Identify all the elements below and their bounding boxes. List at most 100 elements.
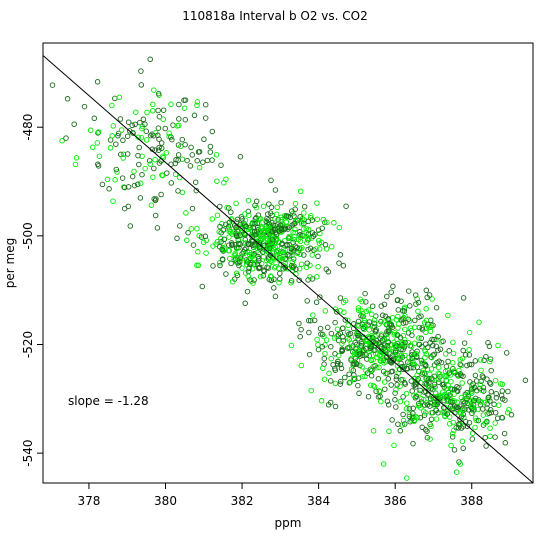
data-point bbox=[237, 221, 243, 228]
data-point bbox=[386, 428, 392, 435]
data-point bbox=[482, 420, 488, 426]
data-point bbox=[403, 390, 410, 397]
data-point bbox=[246, 241, 252, 248]
data-point bbox=[200, 159, 206, 165]
data-point bbox=[439, 409, 446, 416]
data-point bbox=[166, 130, 172, 137]
data-point bbox=[310, 312, 316, 318]
data-point bbox=[297, 188, 304, 195]
data-point bbox=[423, 287, 430, 294]
data-point bbox=[201, 136, 207, 143]
data-point bbox=[446, 421, 453, 427]
data-point bbox=[441, 373, 448, 379]
data-point bbox=[420, 359, 426, 365]
data-point bbox=[268, 177, 274, 184]
data-point bbox=[321, 376, 328, 382]
data-point bbox=[475, 417, 482, 424]
data-point bbox=[403, 406, 410, 412]
data-point bbox=[404, 366, 410, 372]
data-point bbox=[304, 298, 310, 304]
data-point bbox=[176, 101, 182, 108]
data-point bbox=[454, 383, 460, 390]
data-point bbox=[276, 279, 282, 286]
data-point bbox=[399, 354, 406, 360]
data-point bbox=[428, 410, 434, 416]
data-point bbox=[244, 288, 251, 295]
data-point bbox=[245, 241, 252, 247]
data-point bbox=[181, 105, 188, 111]
data-point bbox=[472, 424, 478, 431]
data-point bbox=[138, 68, 144, 74]
data-point bbox=[368, 357, 374, 363]
data-point bbox=[260, 249, 266, 255]
data-point bbox=[112, 177, 118, 183]
data-point bbox=[290, 210, 296, 217]
data-point bbox=[386, 328, 393, 334]
data-point bbox=[450, 365, 456, 372]
data-point bbox=[363, 308, 370, 315]
data-point bbox=[339, 325, 346, 332]
data-point bbox=[460, 295, 467, 301]
data-point bbox=[419, 424, 425, 431]
data-point bbox=[72, 161, 79, 168]
data-point bbox=[134, 181, 141, 188]
data-point bbox=[203, 250, 209, 256]
data-point bbox=[313, 299, 320, 305]
data-point bbox=[315, 253, 321, 260]
data-point bbox=[272, 227, 278, 233]
data-point bbox=[394, 355, 400, 362]
data-point bbox=[468, 402, 475, 409]
data-point bbox=[110, 198, 116, 204]
data-point bbox=[216, 229, 222, 235]
data-point bbox=[393, 387, 399, 393]
data-point bbox=[408, 364, 414, 371]
data-point bbox=[439, 393, 445, 399]
data-point bbox=[189, 152, 196, 158]
data-point bbox=[292, 218, 299, 224]
data-point bbox=[298, 326, 304, 333]
data-point bbox=[486, 410, 492, 417]
data-point bbox=[278, 199, 284, 206]
data-point bbox=[94, 79, 101, 85]
data-point bbox=[319, 344, 326, 350]
data-point bbox=[370, 323, 376, 330]
data-point bbox=[505, 388, 511, 395]
data-point bbox=[324, 219, 330, 226]
data-point bbox=[190, 242, 197, 248]
data-point bbox=[117, 116, 124, 122]
data-point bbox=[471, 398, 477, 404]
data-point bbox=[217, 223, 223, 230]
data-point bbox=[266, 276, 273, 283]
data-point bbox=[337, 308, 343, 314]
data-point bbox=[168, 101, 174, 108]
data-point bbox=[152, 212, 159, 219]
data-point bbox=[323, 337, 330, 343]
data-point bbox=[492, 409, 499, 416]
data-point bbox=[394, 332, 401, 338]
data-point bbox=[256, 255, 262, 262]
data-point bbox=[91, 115, 98, 122]
data-point bbox=[135, 152, 141, 159]
data-point bbox=[479, 387, 485, 394]
data-point bbox=[401, 380, 408, 386]
data-point bbox=[413, 413, 419, 420]
data-point bbox=[435, 376, 442, 383]
data-point bbox=[150, 174, 156, 180]
data-point bbox=[265, 226, 272, 232]
data-point bbox=[466, 329, 473, 336]
data-point bbox=[158, 140, 165, 146]
data-point bbox=[389, 417, 395, 423]
data-point bbox=[289, 208, 295, 214]
data-point bbox=[398, 298, 404, 304]
data-point bbox=[497, 381, 504, 387]
data-point bbox=[147, 132, 154, 139]
data-point bbox=[415, 299, 422, 306]
data-point bbox=[363, 352, 369, 358]
data-point bbox=[358, 343, 364, 349]
data-point bbox=[287, 214, 294, 221]
data-point bbox=[394, 297, 401, 303]
data-point bbox=[464, 423, 471, 429]
data-point bbox=[242, 211, 248, 217]
data-point bbox=[310, 233, 317, 239]
data-point bbox=[449, 430, 456, 437]
